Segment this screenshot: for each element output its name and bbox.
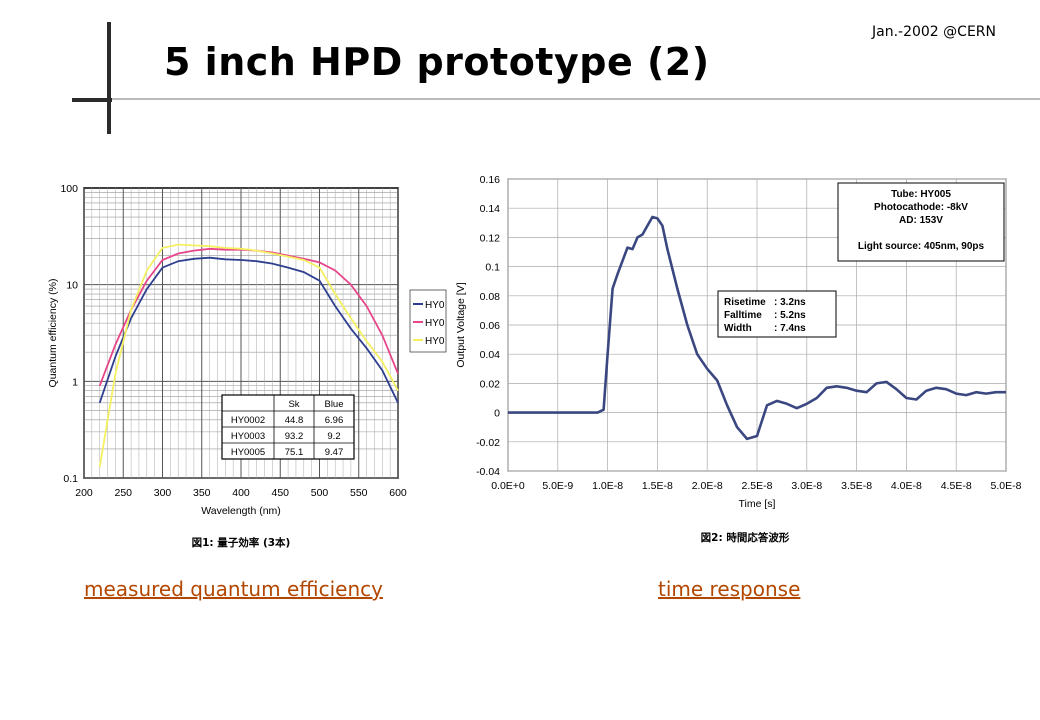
y-tick-label: 0.12 — [480, 232, 501, 244]
x-axis-label: Time [s] — [739, 498, 776, 510]
time-response-link[interactable]: time response — [658, 577, 801, 601]
legend-label: HY0 — [425, 300, 445, 311]
x-tick-label: 2.5E-8 — [742, 480, 773, 492]
table-cell: 6.96 — [325, 415, 344, 426]
y-tick-label: -0.04 — [476, 466, 500, 478]
y-tick-label: -0.02 — [476, 437, 500, 449]
x-tick-label: 3.0E-8 — [791, 480, 822, 492]
x-tick-label: 2.0E-8 — [692, 480, 723, 492]
x-tick-label: 1.5E-8 — [642, 480, 673, 492]
x-axis-label: Wavelength (nm) — [201, 505, 281, 517]
y-tick-label: 1 — [72, 376, 78, 388]
y-tick-label: 0.14 — [480, 203, 501, 215]
timing-value: : 3.2ns — [774, 297, 806, 308]
title-vertical-bar — [107, 22, 111, 134]
title-underline — [72, 98, 1040, 100]
table-cell: HY0003 — [231, 431, 265, 442]
x-tick-label: 450 — [271, 487, 289, 499]
timing-label: Risetime — [724, 297, 766, 308]
table-cell: 75.1 — [285, 447, 304, 458]
tube-info-line: Light source: 405nm, 90ps — [858, 241, 985, 252]
y-tick-label: 0.02 — [480, 378, 501, 390]
table-cell: 9.2 — [327, 431, 340, 442]
x-tick-label: 1.0E-8 — [592, 480, 623, 492]
title-underline-accent — [72, 98, 112, 102]
table-cell: 44.8 — [285, 415, 304, 426]
timing-label: Falltime — [724, 310, 762, 321]
x-tick-label: 300 — [154, 487, 172, 499]
x-tick-label: 3.5E-8 — [841, 480, 872, 492]
y-tick-label: 0.16 — [480, 174, 501, 186]
table-cell: HY0005 — [231, 447, 265, 458]
series-line-hy0002 — [98, 256, 399, 404]
y-tick-label: 0.06 — [480, 320, 501, 332]
page-title: 5 inch HPD prototype (2) — [164, 40, 710, 84]
quantum-efficiency-link[interactable]: measured quantum efficiency — [84, 577, 383, 601]
x-tick-label: 4.0E-8 — [891, 480, 922, 492]
x-tick-label: 0.0E+0 — [491, 480, 525, 492]
tube-info-line: Photocathode: -8kV — [874, 202, 968, 213]
y-tick-label: 0 — [494, 408, 500, 420]
y-tick-label: 10 — [66, 280, 78, 292]
tube-info-line: Tube: HY005 — [891, 189, 951, 200]
y-tick-label: 0.1 — [63, 473, 78, 485]
timing-value: : 7.4ns — [774, 323, 806, 334]
table-cell: 9.47 — [325, 447, 344, 458]
table-cell: 93.2 — [285, 431, 304, 442]
x-tick-label: 600 — [389, 487, 407, 499]
figure-caption: 図1: 量子効率 (3本) — [192, 536, 291, 549]
table-header-cell: Blue — [324, 399, 343, 410]
date-label: Jan.-2002 @CERN — [872, 24, 996, 40]
y-axis-label: Quantum efficiency (%) — [47, 279, 59, 388]
time-response-chart: -0.04 -0.02 0 0.02 0.04 0.06 0.08 0.1 0.12 0.14 0.… — [455, 174, 1022, 544]
x-tick-label: 550 — [350, 487, 368, 499]
y-tick-label: 100 — [60, 183, 78, 195]
y-tick-label: 0.1 — [485, 262, 500, 274]
series-line-waveform — [508, 215, 1006, 441]
timing-info-box — [717, 290, 837, 338]
legend-label: HY0 — [425, 336, 445, 347]
y-tick-label: 0.08 — [480, 291, 501, 303]
x-tick-label: 350 — [193, 487, 211, 499]
x-tick-label: 500 — [311, 487, 329, 499]
y-axis-label: Output Voltage [V] — [455, 282, 467, 367]
x-tick-label: 4.5E-8 — [941, 480, 972, 492]
timing-label: Width — [724, 323, 752, 334]
table-cell: HY0002 — [231, 415, 265, 426]
figure-caption: 図2: 時間応答波形 — [701, 531, 790, 544]
legend-label: HY0 — [425, 318, 445, 329]
y-tick-label: 0.04 — [480, 349, 501, 361]
x-tick-label: 200 — [75, 487, 93, 499]
x-tick-label: 250 — [114, 487, 132, 499]
x-tick-label: 5.0E-8 — [991, 480, 1022, 492]
x-tick-label: 400 — [232, 487, 250, 499]
timing-value: : 5.2ns — [774, 310, 806, 321]
table-header-cell: Sk — [288, 399, 299, 410]
x-tick-label: 5.0E-9 — [542, 480, 573, 492]
series-line-hy0005 — [98, 243, 399, 468]
tube-info-box — [837, 182, 1005, 262]
tube-info-line: AD: 153V — [899, 215, 943, 226]
quantum-efficiency-chart: 200 250 300 350 400 450 500 550 600 0.1 1 10 100 Wave… — [47, 183, 447, 549]
